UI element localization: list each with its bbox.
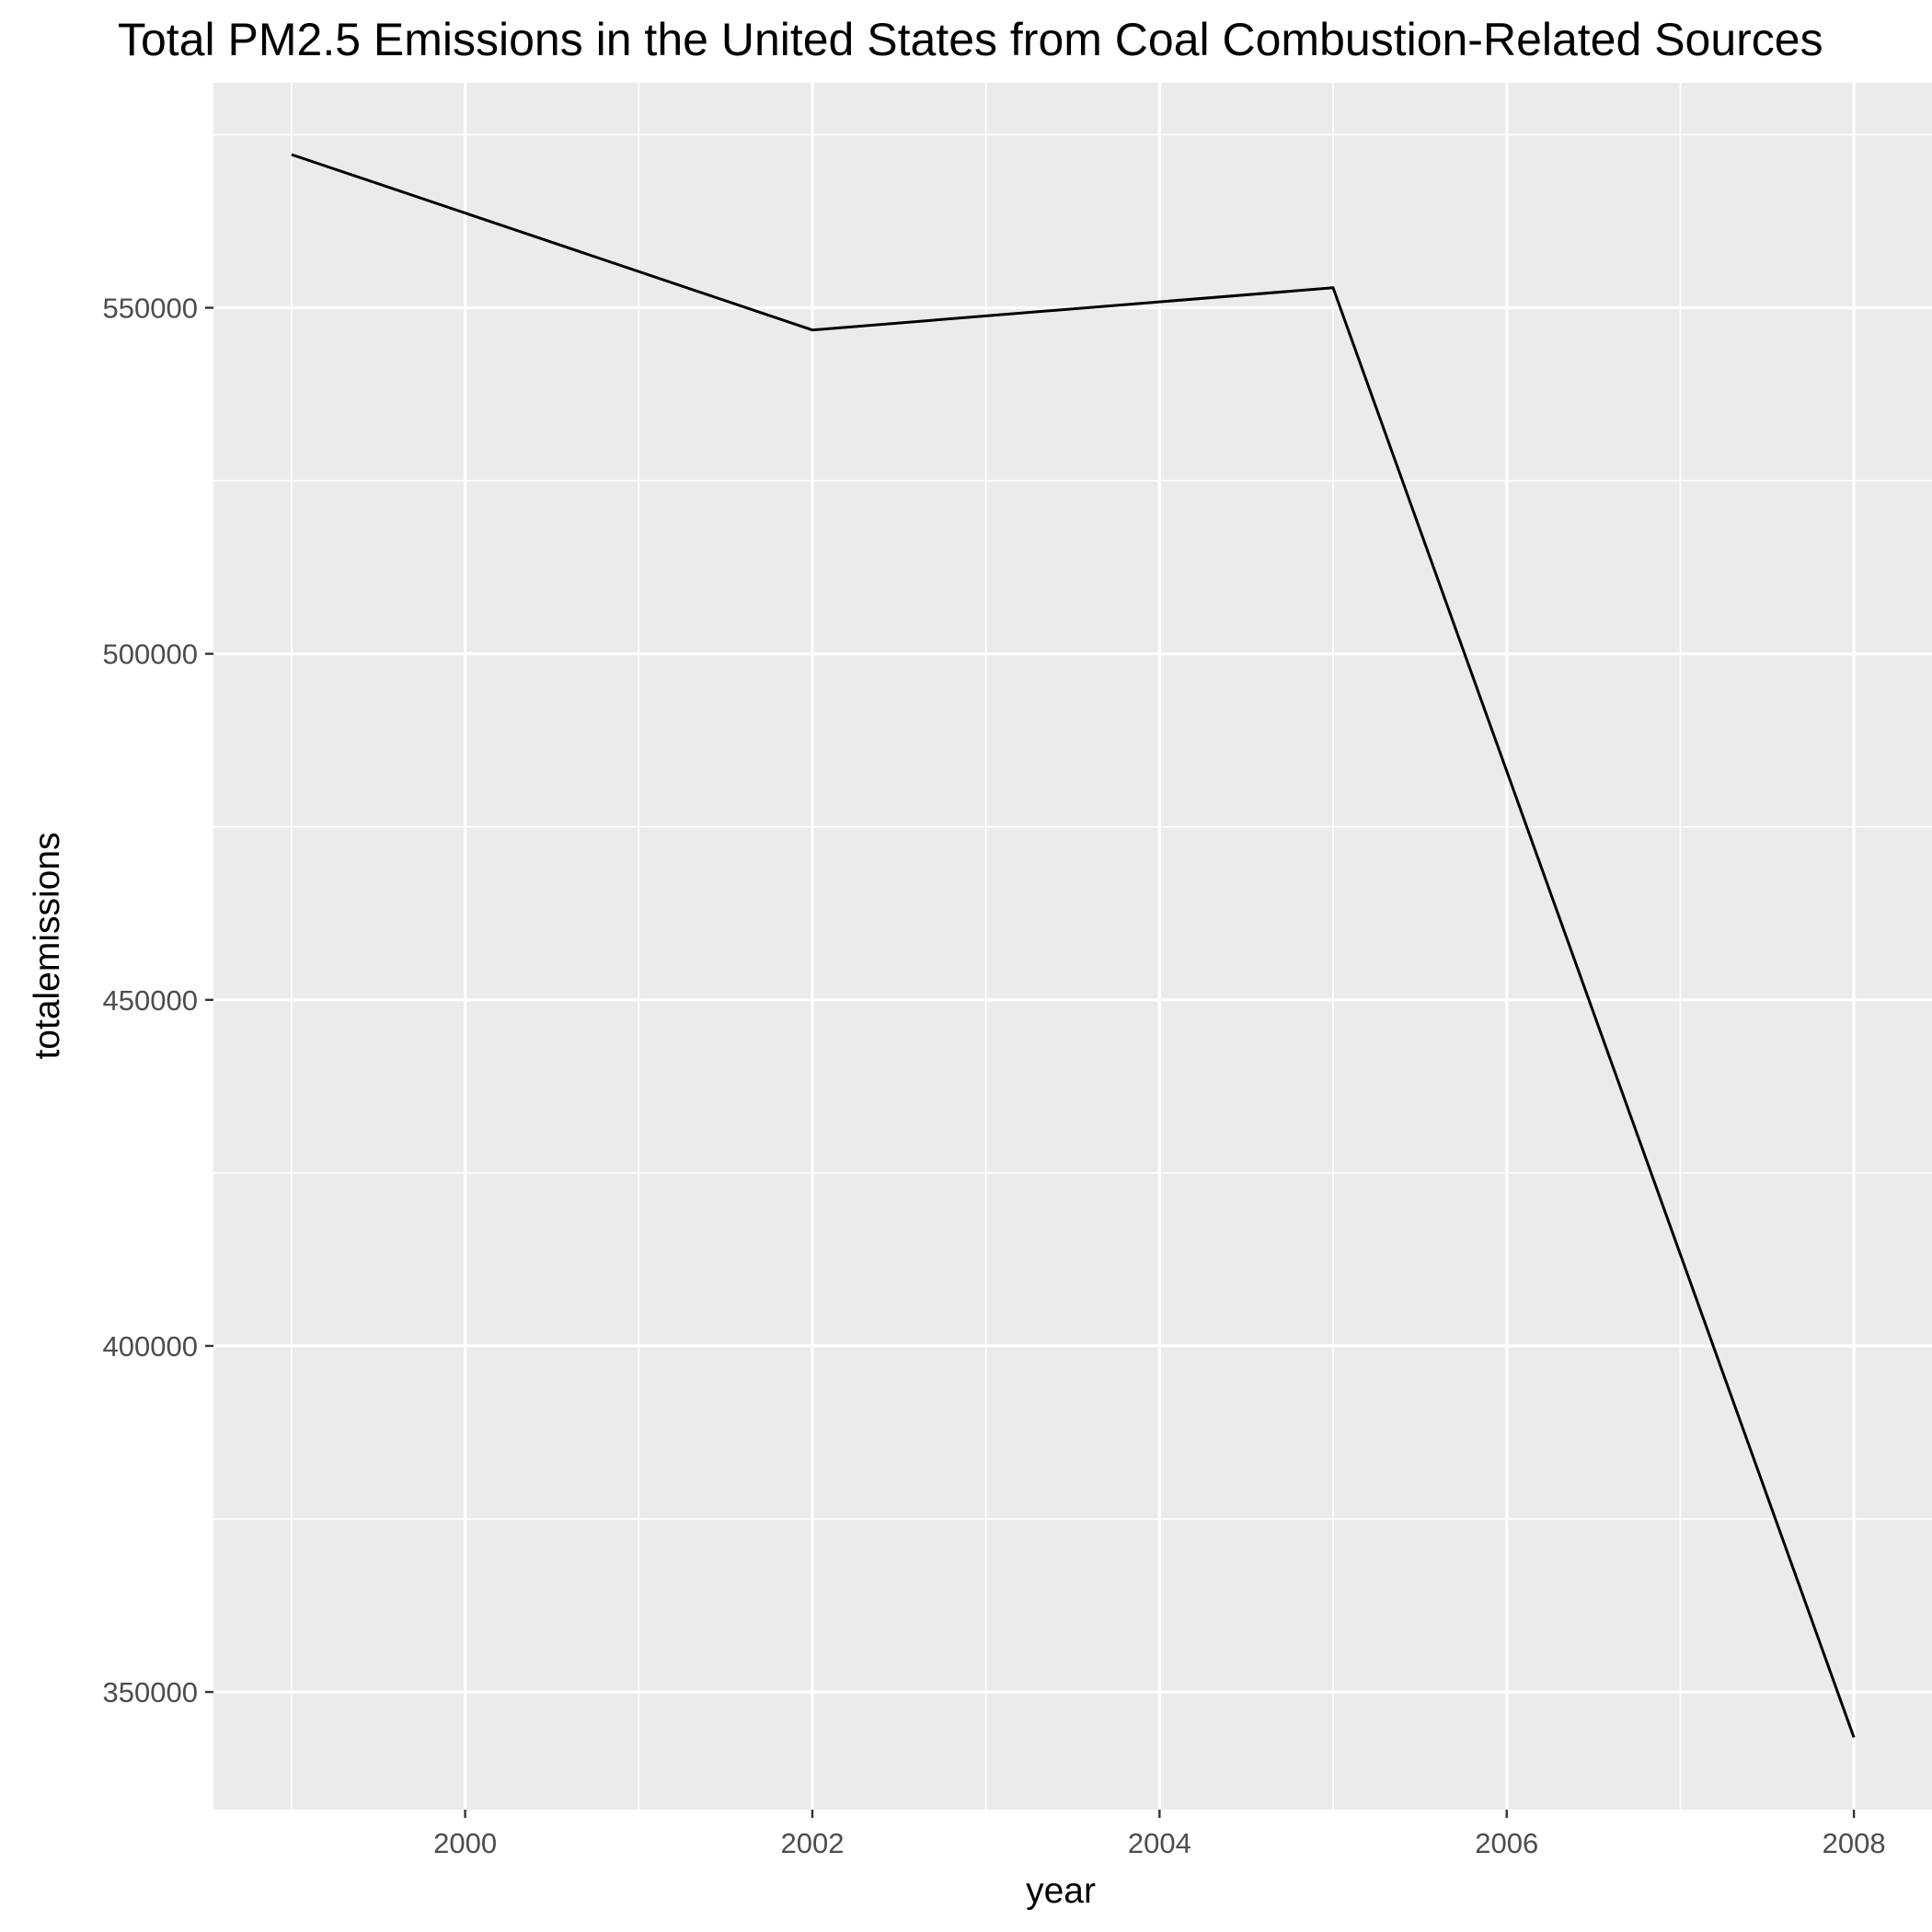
y-tick-label: 350000 (103, 1676, 198, 1708)
chart-title: Total PM2.5 Emissions in the United Stat… (118, 14, 1823, 65)
x-tick-label: 2004 (1128, 1827, 1191, 1859)
plot-panel (213, 83, 1932, 1810)
y-axis-title: totalemissions (28, 832, 67, 1059)
minor-gridlines (213, 83, 1932, 1810)
axis-ticks (205, 306, 1856, 1818)
x-tick-label: 2000 (433, 1827, 497, 1859)
x-axis-title: year (1026, 1871, 1096, 1911)
y-tick-label: 550000 (103, 292, 198, 324)
x-tick-label: 2008 (1823, 1827, 1886, 1859)
emissions-line (291, 153, 1856, 1739)
series-layer (291, 153, 1856, 1739)
x-tick-label: 2006 (1475, 1827, 1538, 1859)
y-axis-tick-labels: 350000 400000 450000 500000 550000 (103, 292, 198, 1708)
major-gridlines (213, 83, 1932, 1810)
y-tick-label: 450000 (103, 984, 198, 1017)
y-tick-label: 500000 (103, 638, 198, 671)
x-axis-tick-labels: 2000 2002 2004 2006 2008 (433, 1827, 1885, 1859)
x-tick-label: 2002 (780, 1827, 844, 1859)
y-tick-label: 400000 (103, 1330, 198, 1363)
